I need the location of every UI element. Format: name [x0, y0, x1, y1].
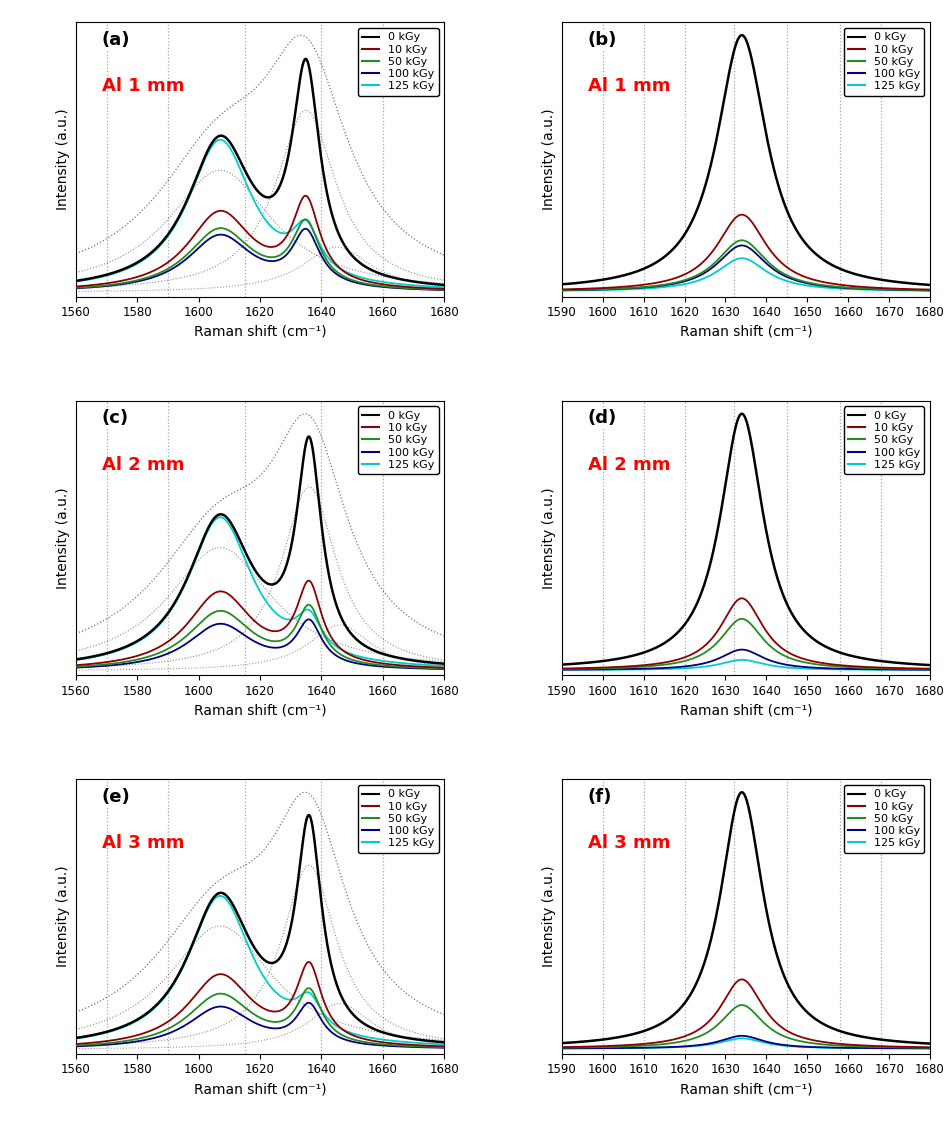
Text: Al 1 mm: Al 1 mm	[102, 77, 184, 95]
X-axis label: Raman shift (cm⁻¹): Raman shift (cm⁻¹)	[679, 325, 812, 339]
Y-axis label: Intensity (a.u.): Intensity (a.u.)	[56, 488, 70, 589]
Legend: 0 kGy, 10 kGy, 50 kGy, 100 kGy, 125 kGy: 0 kGy, 10 kGy, 50 kGy, 100 kGy, 125 kGy	[844, 407, 924, 474]
Text: Al 3 mm: Al 3 mm	[102, 834, 184, 852]
Text: (b): (b)	[587, 30, 617, 48]
Text: (a): (a)	[102, 30, 130, 48]
Text: Al 1 mm: Al 1 mm	[587, 77, 670, 95]
Y-axis label: Intensity (a.u.): Intensity (a.u.)	[542, 109, 556, 211]
X-axis label: Raman shift (cm⁻¹): Raman shift (cm⁻¹)	[679, 1082, 812, 1096]
Text: Al 3 mm: Al 3 mm	[587, 834, 670, 852]
Legend: 0 kGy, 10 kGy, 50 kGy, 100 kGy, 125 kGy: 0 kGy, 10 kGy, 50 kGy, 100 kGy, 125 kGy	[358, 28, 438, 95]
X-axis label: Raman shift (cm⁻¹): Raman shift (cm⁻¹)	[194, 325, 326, 339]
Legend: 0 kGy, 10 kGy, 50 kGy, 100 kGy, 125 kGy: 0 kGy, 10 kGy, 50 kGy, 100 kGy, 125 kGy	[844, 28, 924, 95]
X-axis label: Raman shift (cm⁻¹): Raman shift (cm⁻¹)	[679, 704, 812, 717]
Legend: 0 kGy, 10 kGy, 50 kGy, 100 kGy, 125 kGy: 0 kGy, 10 kGy, 50 kGy, 100 kGy, 125 kGy	[358, 785, 438, 853]
Text: Al 2 mm: Al 2 mm	[587, 456, 670, 474]
Text: (d): (d)	[587, 409, 617, 427]
X-axis label: Raman shift (cm⁻¹): Raman shift (cm⁻¹)	[194, 1082, 326, 1096]
Text: (f): (f)	[587, 788, 612, 806]
Y-axis label: Intensity (a.u.): Intensity (a.u.)	[56, 865, 70, 967]
X-axis label: Raman shift (cm⁻¹): Raman shift (cm⁻¹)	[194, 704, 326, 717]
Text: (e): (e)	[102, 788, 130, 806]
Text: (c): (c)	[102, 409, 129, 427]
Text: Al 2 mm: Al 2 mm	[102, 456, 184, 474]
Y-axis label: Intensity (a.u.): Intensity (a.u.)	[542, 865, 556, 967]
Legend: 0 kGy, 10 kGy, 50 kGy, 100 kGy, 125 kGy: 0 kGy, 10 kGy, 50 kGy, 100 kGy, 125 kGy	[844, 785, 924, 853]
Legend: 0 kGy, 10 kGy, 50 kGy, 100 kGy, 125 kGy: 0 kGy, 10 kGy, 50 kGy, 100 kGy, 125 kGy	[358, 407, 438, 474]
Y-axis label: Intensity (a.u.): Intensity (a.u.)	[56, 109, 70, 211]
Y-axis label: Intensity (a.u.): Intensity (a.u.)	[542, 488, 556, 589]
